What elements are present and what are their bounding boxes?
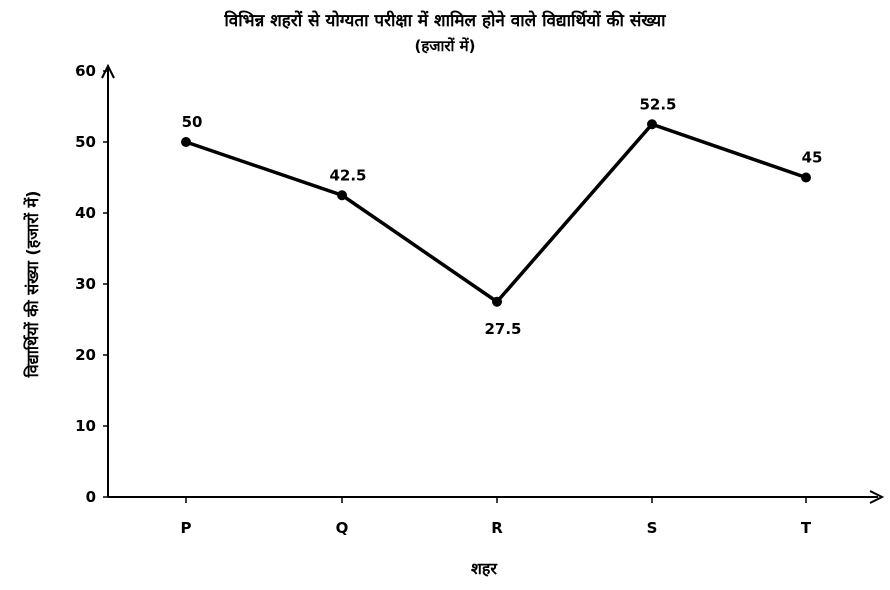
- data-label: 50: [182, 113, 203, 131]
- data-point: [492, 296, 502, 307]
- x-axis-ticks: P Q R S T: [181, 497, 812, 537]
- y-tick-label: 60: [75, 62, 96, 80]
- x-axis-title: शहर: [471, 559, 498, 578]
- y-tick-label: 30: [75, 275, 96, 293]
- x-tick-label: P: [181, 519, 192, 537]
- x-tick-label: T: [801, 519, 812, 537]
- y-axis-arrow: [101, 63, 115, 79]
- x-tick-label: Q: [336, 519, 349, 537]
- y-tick-label: 10: [75, 417, 96, 435]
- y-tick-label: 50: [75, 133, 96, 151]
- series-line-group: [181, 119, 811, 307]
- x-axis-arrow: [869, 490, 885, 504]
- x-tick-label: S: [647, 519, 658, 537]
- data-labels: 50 42.5 27.5 52.5 45: [182, 95, 823, 338]
- chart-title: विभिन्न शहरों से योग्यता परीक्षा में शाम…: [224, 11, 666, 31]
- data-label: 52.5: [639, 95, 676, 113]
- data-label: 45: [802, 149, 823, 167]
- y-tick-label: 0: [86, 488, 96, 506]
- chart-subtitle: (हजारों में): [414, 37, 476, 55]
- y-tick-label: 20: [75, 346, 96, 364]
- data-label: 42.5: [329, 166, 366, 184]
- series-line: [185, 122, 807, 305]
- x-tick-label: R: [491, 519, 503, 537]
- data-point: [337, 190, 347, 201]
- data-point: [181, 137, 191, 147]
- axes: [101, 63, 885, 504]
- data-point: [801, 172, 811, 183]
- y-axis-ticks: 0 10 20 30 40 50 60: [75, 62, 108, 506]
- y-axis-title: विद्यार्थियों की संख्या (हजारों में): [23, 191, 42, 379]
- y-tick-label: 40: [75, 204, 96, 222]
- data-label: 27.5: [484, 320, 521, 338]
- data-point: [647, 119, 657, 130]
